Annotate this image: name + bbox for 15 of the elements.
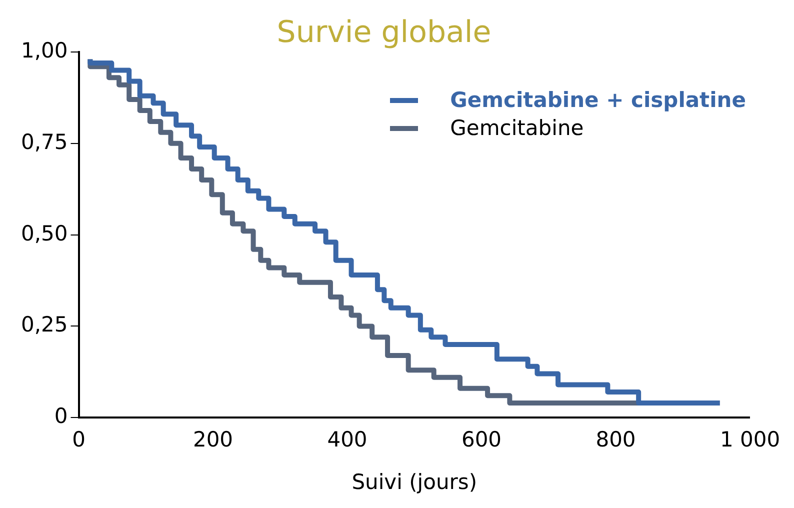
x-tick-label: 200 (192, 428, 234, 452)
legend-label: Gemcitabine (450, 115, 584, 142)
x-axis-title: Suivi (jours) (352, 470, 478, 494)
y-tick-label: 0,50 (20, 221, 68, 246)
y-tick-label: 0,25 (20, 312, 68, 337)
x-tick-label: 1 000 (720, 428, 780, 452)
y-tick-label: 0,75 (20, 130, 68, 154)
y-tick-label: 1,00 (20, 38, 68, 62)
x-tick-label: 600 (461, 428, 502, 452)
y-tick-label: 0 (54, 404, 68, 428)
chart-title: Survie globale (276, 14, 492, 50)
x-tick-label: 400 (327, 428, 368, 452)
legend-label: Gemcitabine + cisplatine (450, 87, 746, 114)
x-tick-label: 0 (72, 428, 86, 452)
x-tick-label: 800 (596, 428, 636, 452)
